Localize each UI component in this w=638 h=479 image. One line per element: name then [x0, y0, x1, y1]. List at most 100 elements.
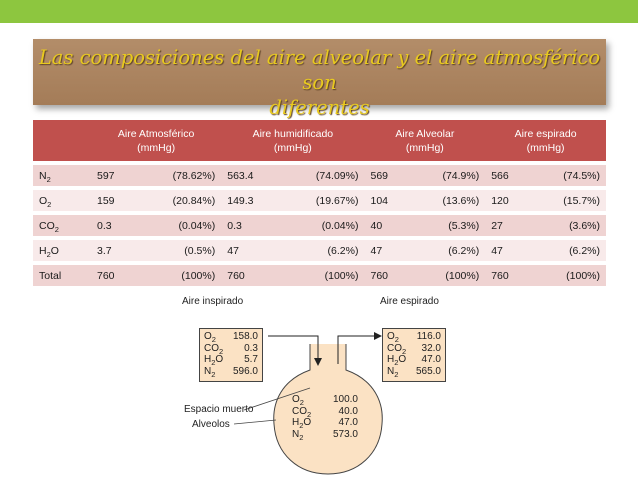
percent-value: (100%): [136, 261, 222, 286]
pressure-value: 149.3: [221, 186, 281, 213]
gas-pressure: 573.0: [332, 428, 358, 440]
pressure-value: 760: [221, 261, 281, 286]
percent-value: (100%): [280, 261, 365, 286]
header-label: Aire Alveolar: [395, 127, 455, 140]
gas-symbol: N: [387, 365, 395, 377]
gas-value-row: CO2 40.0: [288, 406, 362, 418]
gas-name: N2: [387, 366, 398, 378]
gas-name: H2O: [204, 354, 223, 366]
percent-value: (74.5%): [530, 161, 606, 188]
percent-value: (6.2%): [280, 236, 365, 263]
gas-value-row: N2 573.0: [288, 429, 362, 441]
gas-pressure: 32.0: [421, 342, 441, 354]
alveolar-values: O2 100.0 CO2 40.0 H2O 47.0 N2 573.0: [288, 394, 362, 441]
percent-value: (100%): [530, 261, 606, 286]
gas-name: H2O: [292, 417, 311, 429]
header-unit: (mmHg): [405, 141, 444, 154]
gas-cell: CO2: [33, 211, 91, 238]
gas-value-row: O2 100.0: [288, 394, 362, 406]
gas-subscript: 2: [394, 358, 399, 367]
slide-title: Las composiciones del aire alveolar y el…: [33, 45, 606, 120]
gas-subscript: 2: [394, 369, 399, 379]
gas-pressure: 116.0: [416, 331, 441, 342]
gas-subscript: 2: [211, 358, 216, 367]
gas-symbol: N: [39, 169, 47, 182]
gas-pressure: 0.3: [244, 342, 258, 354]
inspired-arrow: [268, 335, 319, 362]
gas-symbol: H: [387, 354, 395, 365]
gas-cell: O2: [33, 186, 91, 213]
gas-subscript: 2: [299, 421, 304, 430]
title-banner: Las composiciones del aire alveolar y el…: [33, 39, 606, 119]
pressure-value: 563.4: [221, 161, 281, 188]
pressure-value: 40: [364, 211, 411, 238]
dead-space-pointer: [243, 387, 311, 411]
gas-subscript: 2: [402, 346, 407, 356]
pressure-value: 0.3: [91, 211, 137, 238]
gas-subscript: 2: [394, 335, 399, 344]
expired-arrow-head: [374, 332, 382, 340]
expired-arrow: [337, 335, 378, 364]
gas-composition-table: Aire Atmosférico (mmHg) Aire humidificad…: [33, 120, 606, 286]
gas-pressure: 47.0: [421, 354, 441, 365]
inspired-arrow-head: [314, 358, 322, 366]
gas-subscript: 2: [46, 174, 51, 184]
gas-subscript: 2: [211, 335, 216, 344]
percent-value: (19.67%): [280, 186, 365, 213]
percent-value: (74.09%): [280, 161, 365, 188]
pressure-value: 597: [91, 161, 137, 188]
expired-air-label: Aire espirado: [380, 296, 439, 307]
gas-subscript: 2: [54, 224, 59, 234]
percent-value: (78.62%): [136, 161, 222, 188]
gas-cell: N2: [33, 161, 91, 188]
header-unit: (mmHg): [526, 141, 565, 154]
pressure-value: 3.7: [91, 236, 137, 263]
alveoli-label: Alveolos: [192, 419, 230, 430]
inspired-air-label: Aire inspirado: [182, 296, 244, 307]
alveoli-pointer: [233, 419, 277, 425]
header-humidified: Aire humidificado (mmHg): [221, 120, 365, 163]
title-line-2: diferentes: [269, 96, 370, 119]
gas-cell: H2O: [33, 236, 91, 263]
header-label: Aire humidificado: [252, 127, 334, 140]
gas-symbol: H: [204, 354, 212, 365]
percent-value: (13.6%): [410, 186, 486, 213]
percent-value: (3.6%): [530, 211, 606, 238]
gas-suffix: O: [398, 354, 407, 365]
pressure-value: 159: [91, 186, 137, 213]
gas-name: CO2: [204, 343, 223, 355]
gas-value-row: H2O 47.0: [383, 354, 445, 366]
gas-pressure: 596.0: [232, 365, 258, 377]
gas-value-row: N2 565.0: [383, 366, 445, 378]
gas-name: N2: [292, 429, 303, 441]
gas-symbol: CO: [39, 219, 55, 232]
table-row: CO2 0.3 (0.04%) 0.3 (0.04%) 40 (5.3%) 27 (3.6%): [33, 211, 606, 238]
table-row: N2 597 (78.62%) 563.4 (74.09%) 569 (74.9%) 566(…: [33, 161, 606, 188]
percent-value: (74.9%): [410, 161, 486, 188]
gas-pressure: 158.0: [232, 331, 258, 342]
pressure-value: 47: [221, 236, 281, 263]
pressure-value: 569: [364, 161, 411, 188]
pressure-value: 760: [91, 261, 137, 286]
dead-space-label: Espacio muerto: [184, 404, 254, 415]
diagram-lines: [233, 332, 383, 475]
gas-pressure: 5.7: [244, 354, 258, 365]
header-gas-column: [33, 120, 91, 163]
gas-symbol: CO: [387, 342, 402, 354]
gas-cell: Total: [33, 261, 91, 286]
gas-symbol: Total: [39, 269, 62, 282]
percent-value: (0.04%): [280, 211, 365, 238]
table-header-row: Aire Atmosférico (mmHg) Aire humidificad…: [33, 120, 606, 163]
percent-value: (6.2%): [410, 236, 486, 263]
gas-pressure: 100.0: [332, 394, 358, 405]
gas-suffix: O: [215, 354, 224, 365]
gas-name: O2: [387, 331, 399, 343]
table-row: Total 760 (100%) 760 (100%) 760 (100%) 760 (100%…: [33, 261, 606, 286]
gas-name: O2: [292, 394, 304, 406]
gas-symbol: N: [292, 428, 300, 440]
gas-pressure: 47.0: [338, 417, 358, 428]
header-atmospheric: Aire Atmosférico (mmHg): [91, 120, 222, 163]
gas-symbol: CO: [204, 342, 219, 354]
gas-value-row: H2O 47.0: [288, 417, 362, 429]
header-alveolar: Aire Alveolar (mmHg): [364, 120, 486, 163]
